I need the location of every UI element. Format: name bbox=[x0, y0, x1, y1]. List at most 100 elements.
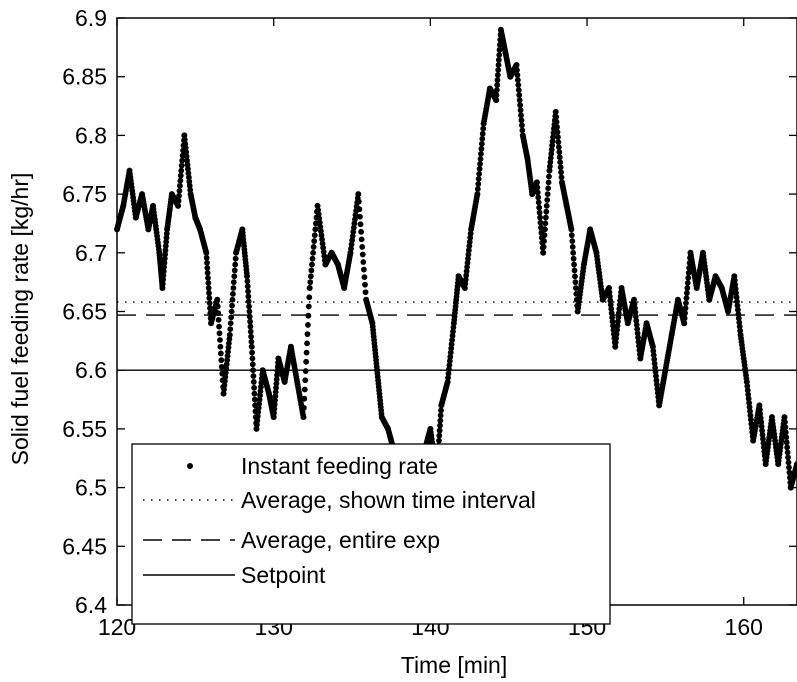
data-point-trace bbox=[540, 244, 547, 250]
data-point-trace bbox=[205, 280, 212, 286]
data-point-trace bbox=[250, 379, 257, 385]
data-point-trace bbox=[514, 67, 520, 73]
data-point-trace bbox=[251, 390, 258, 397]
data-point-trace bbox=[652, 368, 659, 375]
data-point-trace bbox=[495, 62, 502, 68]
x-tick-label: 160 bbox=[725, 614, 763, 640]
data-point-trace bbox=[205, 275, 211, 281]
y-tick-label: 6.45 bbox=[62, 533, 107, 559]
data-point-trace bbox=[215, 316, 222, 323]
data-point-trace bbox=[462, 280, 469, 287]
data-point-trace bbox=[652, 364, 658, 371]
data-point-trace bbox=[305, 322, 311, 328]
data-point-trace bbox=[185, 170, 192, 177]
data-point-trace bbox=[230, 285, 237, 291]
data-point-trace bbox=[181, 136, 188, 143]
data-point-trace bbox=[444, 380, 451, 387]
data-point-trace bbox=[735, 315, 742, 322]
data-point-trace bbox=[465, 251, 472, 258]
legend-label-instant-feeding-rate: Instant feeding rate bbox=[241, 453, 438, 479]
data-point-trace bbox=[555, 134, 561, 140]
data-point-trace bbox=[246, 308, 253, 315]
data-point-trace bbox=[514, 77, 521, 83]
data-point-trace bbox=[162, 247, 169, 254]
data-point-trace bbox=[308, 267, 315, 274]
data-point-trace bbox=[493, 87, 500, 94]
y-axis-tick-labels: 6.4 6.45 6.5 6.55 6.6 6.65 6.7 6.75 6.8 6.85 6.9 bbox=[62, 5, 107, 618]
y-tick-label: 6.7 bbox=[75, 240, 107, 266]
data-point-trace bbox=[176, 187, 183, 194]
data-point-trace bbox=[494, 82, 501, 88]
data-point-trace bbox=[206, 295, 213, 301]
data-point-trace bbox=[251, 384, 257, 391]
data-point-trace bbox=[548, 146, 555, 153]
data-point-trace bbox=[177, 172, 184, 179]
data-point-trace bbox=[274, 372, 280, 379]
data-point-trace bbox=[159, 280, 166, 287]
data-point-trace bbox=[258, 384, 264, 390]
data-point-trace bbox=[634, 330, 641, 337]
data-point-trace bbox=[449, 337, 455, 343]
data-point-trace bbox=[466, 238, 473, 245]
data-point-trace bbox=[221, 378, 228, 385]
data-point-trace bbox=[745, 391, 752, 398]
data-point-trace bbox=[782, 424, 789, 431]
data-point-trace bbox=[215, 310, 222, 317]
data-point-trace bbox=[758, 419, 765, 426]
data-point-trace bbox=[614, 322, 621, 329]
data-point-trace bbox=[246, 303, 252, 310]
data-point-trace bbox=[225, 344, 232, 351]
y-tick-label: 6.75 bbox=[62, 181, 107, 207]
data-point-trace bbox=[681, 315, 688, 322]
data-point-trace bbox=[445, 370, 452, 377]
data-point-trace bbox=[555, 139, 562, 146]
data-point-trace bbox=[571, 267, 578, 274]
data-point-trace bbox=[743, 375, 750, 382]
data-point-trace bbox=[731, 277, 738, 284]
data-point-trace bbox=[463, 272, 470, 279]
data-point-trace bbox=[571, 261, 577, 268]
data-point-trace bbox=[549, 138, 556, 145]
data-point-trace bbox=[356, 206, 363, 213]
data-point-trace bbox=[515, 82, 522, 88]
data-point-trace bbox=[437, 412, 444, 419]
data-point-trace bbox=[183, 149, 190, 156]
data-point-trace bbox=[362, 281, 368, 288]
data-point-trace bbox=[256, 400, 263, 407]
data-point-trace bbox=[785, 459, 792, 466]
data-point-trace bbox=[555, 144, 562, 151]
data-point-trace bbox=[161, 259, 168, 266]
data-point-trace bbox=[273, 376, 280, 383]
data-point-trace bbox=[615, 310, 622, 317]
data-point-trace bbox=[746, 404, 753, 410]
data-point-trace bbox=[685, 270, 692, 276]
data-point-trace bbox=[684, 280, 691, 286]
legend-box bbox=[131, 443, 611, 625]
data-point-trace bbox=[359, 244, 366, 250]
data-point-trace bbox=[450, 324, 457, 331]
data-point-trace bbox=[650, 352, 657, 359]
data-point-trace bbox=[783, 434, 790, 441]
data-point-trace bbox=[448, 341, 455, 348]
data-point-trace bbox=[217, 343, 224, 350]
data-point-trace bbox=[479, 135, 486, 142]
data-point-trace bbox=[553, 114, 560, 120]
data-point-trace bbox=[226, 340, 232, 347]
data-point-trace bbox=[446, 362, 453, 369]
data-point-trace bbox=[358, 236, 365, 243]
data-point-trace bbox=[222, 369, 229, 376]
data-point-trace bbox=[477, 155, 484, 162]
data-point-trace bbox=[249, 349, 255, 356]
data-point-trace bbox=[230, 279, 237, 286]
data-point-trace bbox=[545, 179, 552, 186]
data-point-trace bbox=[736, 319, 743, 326]
data-point-trace bbox=[568, 232, 575, 239]
data-point-trace bbox=[748, 420, 755, 427]
data-point-trace bbox=[467, 230, 474, 237]
data-point-trace bbox=[518, 117, 525, 124]
data-point-trace bbox=[756, 406, 763, 413]
data-point-trace bbox=[217, 337, 223, 343]
data-point-trace bbox=[747, 416, 754, 423]
data-point-trace bbox=[305, 303, 312, 310]
data-point-trace bbox=[735, 311, 742, 317]
